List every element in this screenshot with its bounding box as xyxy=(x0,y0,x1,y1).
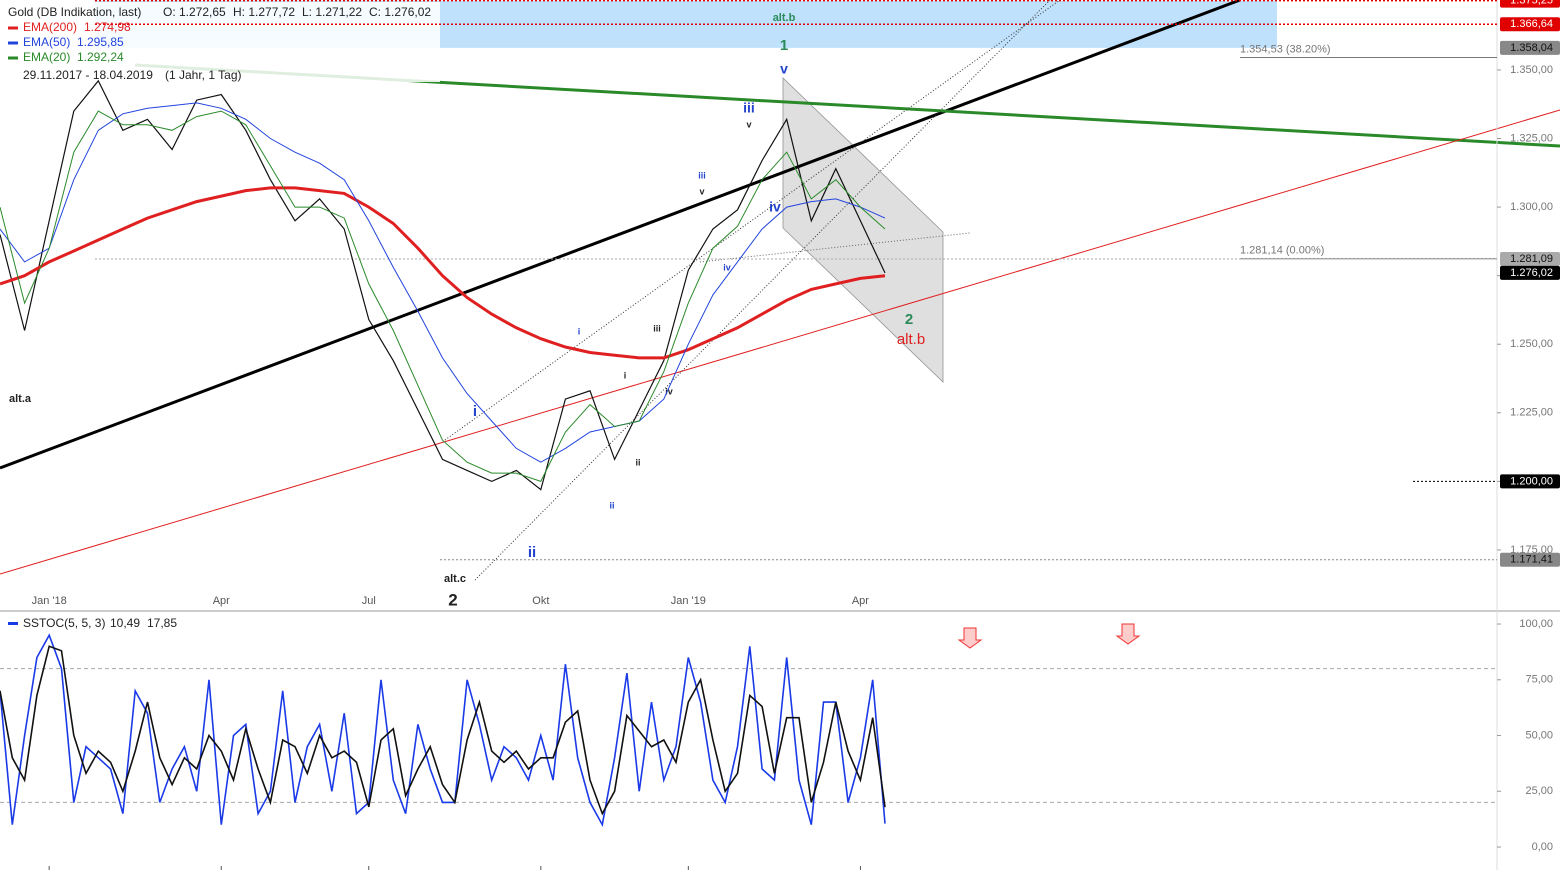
price-tag xyxy=(1500,265,1560,280)
x-tick-label: Jan '19 xyxy=(671,595,706,607)
legend-box xyxy=(0,2,440,82)
series-line xyxy=(0,79,886,491)
correction-channel xyxy=(782,77,944,383)
sell-signal xyxy=(1115,623,1141,645)
ohlc: O: 1.272,65 xyxy=(163,5,226,19)
x-tick-label: Jan '18 xyxy=(32,595,67,607)
series-line xyxy=(0,186,886,360)
header: Gold (DB Indikation, last) O: 1.272,65 H… xyxy=(0,2,440,630)
series-line xyxy=(0,102,886,463)
x-tick-label: Jul xyxy=(362,595,376,607)
wave-label: 2 xyxy=(448,590,457,609)
price-tag xyxy=(1500,17,1560,32)
wave-label: v xyxy=(746,119,751,129)
legend-swatch xyxy=(8,56,18,60)
y-tick-label: 50,00 xyxy=(1525,729,1553,741)
sell-signal xyxy=(957,627,983,649)
channel-line xyxy=(444,0,1061,441)
series-line xyxy=(0,645,886,816)
indicator-value: 17,85 xyxy=(147,616,177,630)
ohlc: H: 1.277,72 xyxy=(233,5,295,19)
wave-label: iv xyxy=(769,199,781,215)
wave-label: 1 xyxy=(780,37,788,54)
y-tick-label: 0,00 xyxy=(1532,841,1553,853)
legend-swatch xyxy=(8,622,18,625)
wave-label: ii xyxy=(609,500,614,510)
ohlc: L: 1.271,22 xyxy=(302,5,362,19)
price-tag-label: 1.171,41 xyxy=(1510,554,1553,566)
price-tag-label: 1.200,00 xyxy=(1510,475,1553,487)
legend-swatch xyxy=(8,41,18,45)
series-line xyxy=(0,110,886,483)
trendline xyxy=(0,109,1560,575)
wave-label: alt.a xyxy=(9,393,32,405)
x-tick-label: Apr xyxy=(213,595,230,607)
y-tick-label: 1.225,00 xyxy=(1510,407,1553,419)
x-tick-label: Okt xyxy=(532,595,549,607)
fib-label: 1.354,53 (38.20%) xyxy=(1240,43,1331,55)
wave-label: ii xyxy=(528,544,536,561)
wave-label: ii xyxy=(635,457,640,467)
indicator-name: SSTOC(5, 5, 3) xyxy=(23,616,105,630)
wave-label: iii xyxy=(743,100,755,116)
legend-label: EMA(50) xyxy=(23,35,70,49)
fib-label: 1.281,14 (0.00%) xyxy=(1240,245,1324,257)
y-tick-label: 1.300,00 xyxy=(1510,201,1553,213)
x-tick-label: Apr xyxy=(852,595,869,607)
indicator-value: 10,49 xyxy=(110,616,140,630)
wave-label: alt.b xyxy=(897,331,925,348)
legend-value: 1.292,24 xyxy=(77,50,124,64)
legend-label: EMA(200) xyxy=(23,20,77,34)
price-tag xyxy=(1500,0,1560,8)
wave-label: i xyxy=(473,403,477,420)
wave-label: alt.b xyxy=(773,12,796,24)
wave-label: iv xyxy=(723,262,731,272)
price-tag-label: 1.358,04 xyxy=(1510,42,1553,54)
wave-label: i xyxy=(624,370,627,380)
price-tag-label: 1.276,02 xyxy=(1510,267,1553,279)
wave-label: iv xyxy=(665,386,673,396)
legend-swatch xyxy=(8,26,18,30)
legend-label: EMA(20) xyxy=(23,50,70,64)
y-tick-label: 75,00 xyxy=(1525,674,1553,686)
wave-label: v xyxy=(699,186,704,196)
series-line xyxy=(0,633,886,828)
channel-line xyxy=(474,0,1051,581)
trendline xyxy=(0,0,1241,470)
y-tick-label: 25,00 xyxy=(1525,785,1553,797)
wave-label: 2 xyxy=(905,311,913,328)
price-tag-label: 1.375,25 xyxy=(1510,0,1553,7)
wave-label: iii xyxy=(653,323,661,333)
y-tick-label: 1.325,00 xyxy=(1510,132,1553,144)
wave-labels: alt.b 1 v iii v iii v iv iv 2 alt.b alt.… xyxy=(9,12,925,610)
y-tick-label: 1.250,00 xyxy=(1510,338,1553,350)
wave-label: i xyxy=(578,326,581,336)
y-tick-label: 100,00 xyxy=(1519,618,1553,630)
ohlc: C: 1.276,02 xyxy=(369,5,431,19)
price-tag-label: 1.281,09 xyxy=(1510,253,1553,265)
channel-line xyxy=(699,232,971,263)
price-tag xyxy=(1500,40,1560,55)
wave-label: v xyxy=(780,61,788,77)
interval: (1 Jahr, 1 Tag) xyxy=(165,68,242,82)
price-tag xyxy=(1500,251,1560,266)
wave-label: alt.c xyxy=(444,573,466,585)
legend-value: 1.295,85 xyxy=(77,35,124,49)
legend-value: 1.274,98 xyxy=(84,20,131,34)
wave-label: iii xyxy=(698,170,706,180)
date-range: 29.11.2017 - 18.04.2019 xyxy=(23,68,153,82)
instrument-name: Gold (DB Indikation, last) xyxy=(8,5,141,19)
y-tick-label: 1.350,00 xyxy=(1510,64,1553,76)
price-tag xyxy=(1500,552,1560,567)
price-tag-label: 1.366,64 xyxy=(1510,18,1553,30)
price-tag xyxy=(1500,474,1560,489)
